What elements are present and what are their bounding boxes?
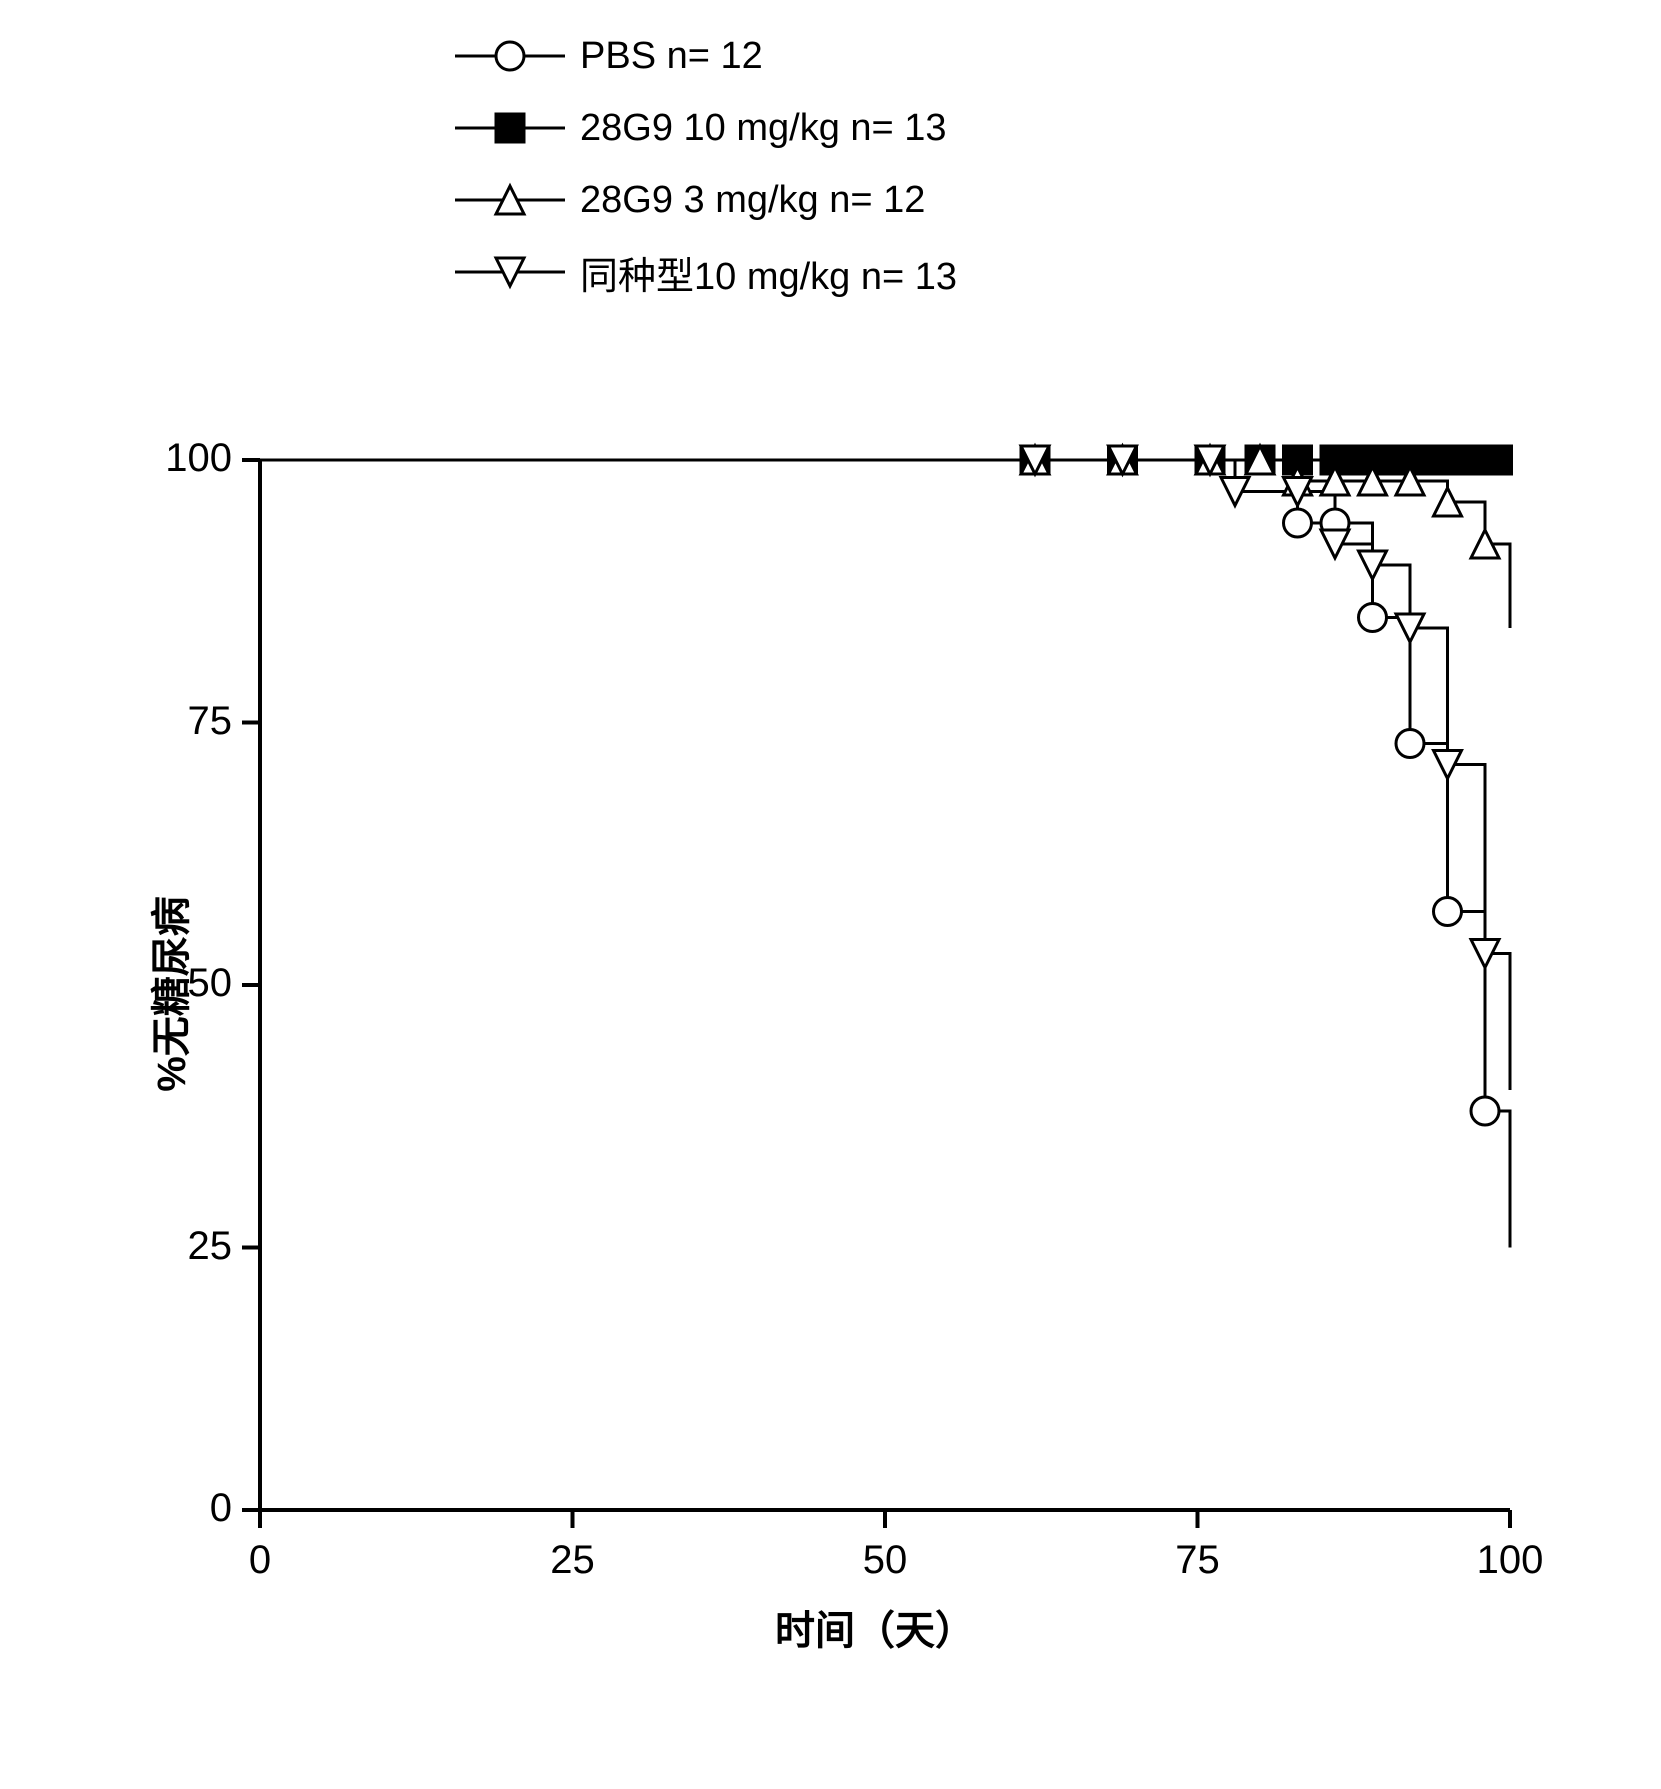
legend-label-g28_3: 28G9 3 mg/kg n= 12 (580, 179, 925, 222)
legend-item-g28_10: 28G9 10 mg/kg n= 13 (450, 92, 957, 164)
y-tick-label: 25 (152, 1224, 232, 1269)
x-tick-label: 0 (220, 1538, 300, 1583)
x-tick-label: 100 (1470, 1538, 1550, 1583)
chart-container: 0255075100 0255075100 %无糖尿病 时间（天） (60, 430, 1610, 1730)
legend: PBS n= 12 28G9 10 mg/kg n= 13 28G9 3 mg/kg… (450, 20, 957, 308)
legend-marker-g28_3 (450, 180, 570, 220)
legend-marker-g28_10 (450, 108, 570, 148)
legend-item-g28_3: 28G9 3 mg/kg n= 12 (450, 164, 957, 236)
y-tick-label: 100 (152, 436, 232, 481)
legend-marker-iso_10 (450, 252, 570, 292)
legend-label-iso_10: 同种型10 mg/kg n= 13 (580, 245, 957, 300)
x-tick-label: 25 (533, 1538, 613, 1583)
legend-item-pbs: PBS n= 12 (450, 20, 957, 92)
legend-item-iso_10: 同种型10 mg/kg n= 13 (450, 236, 957, 308)
y-axis-label: %无糖尿病 (139, 896, 197, 1092)
legend-label-g28_10: 28G9 10 mg/kg n= 13 (580, 107, 947, 150)
legend-marker-pbs (450, 36, 570, 76)
chart-svg (60, 430, 1570, 1570)
x-axis-label: 时间（天） (775, 1598, 975, 1656)
legend-label-pbs: PBS n= 12 (580, 35, 763, 78)
x-tick-label: 75 (1158, 1538, 1238, 1583)
y-tick-label: 0 (152, 1486, 232, 1531)
y-tick-label: 75 (152, 699, 232, 744)
x-tick-label: 50 (845, 1538, 925, 1583)
page: PBS n= 12 28G9 10 mg/kg n= 13 28G9 3 mg/kg… (0, 0, 1661, 1789)
